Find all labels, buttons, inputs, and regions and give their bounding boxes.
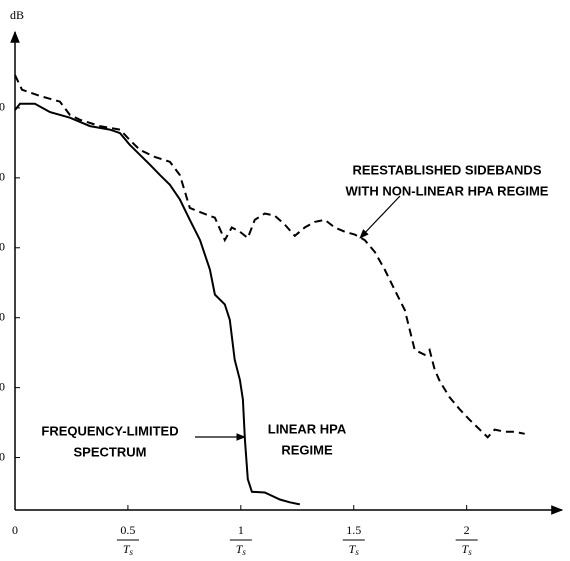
unit-letter: T bbox=[462, 542, 470, 556]
unit-letter: T bbox=[123, 542, 131, 556]
y-axis-label: dB bbox=[10, 8, 24, 22]
annotation: REESTABLISHED SIDEBANDS bbox=[352, 162, 541, 177]
annotation-arrow bbox=[359, 195, 401, 239]
annotation: REGIME bbox=[281, 442, 333, 457]
x-tick-unit: Ts bbox=[349, 542, 360, 557]
unit-sub: s bbox=[468, 547, 472, 557]
x-tick-label: 2 bbox=[464, 523, 470, 537]
y-tick-label: 0 bbox=[0, 379, 5, 393]
x-tick-label: 1.5 bbox=[346, 523, 361, 537]
annotation: FREQUENCY-LIMITED bbox=[41, 423, 178, 438]
unit-sub: s bbox=[242, 547, 246, 557]
annotation: WITH NON-LINEAR HPA REGIME bbox=[346, 183, 549, 198]
unit-sub: s bbox=[355, 547, 359, 557]
x-tick-unit: Ts bbox=[462, 542, 473, 557]
y-tick-label: 0 bbox=[0, 449, 5, 463]
line-series bbox=[14, 102, 301, 506]
unit-letter: T bbox=[349, 542, 357, 556]
x-tick-unit: Ts bbox=[236, 542, 247, 557]
annotation: SPECTRUM bbox=[74, 444, 147, 459]
y-tick-label: 0 bbox=[0, 100, 5, 114]
unit-letter: T bbox=[236, 542, 244, 556]
y-tick-label: 0 bbox=[0, 240, 5, 254]
x-tick-label: 1 bbox=[238, 523, 244, 537]
line-series bbox=[14, 74, 525, 439]
x-tick-unit: Ts bbox=[123, 542, 134, 557]
annotation: LINEAR HPA bbox=[268, 421, 347, 436]
y-tick-label: 0 bbox=[0, 309, 5, 323]
y-tick-label: 0 bbox=[0, 170, 5, 184]
unit-sub: s bbox=[130, 547, 134, 557]
x-tick-label: 0 bbox=[12, 523, 18, 537]
x-tick-label: 0.5 bbox=[120, 523, 135, 537]
